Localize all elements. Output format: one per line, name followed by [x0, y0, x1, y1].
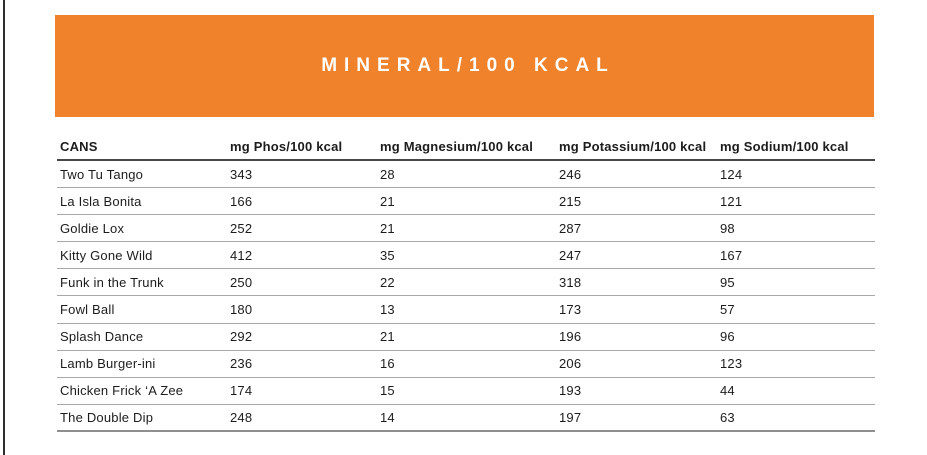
left-edge-rule	[3, 0, 5, 455]
magnesium-value-cell: 21	[380, 193, 395, 209]
column-header-cans: CANS	[60, 138, 98, 154]
table-header-row: CANS mg Phos/100 kcal mg Magnesium/100 k…	[57, 133, 875, 161]
table-row: Fowl Ball 180 13 173 57	[57, 296, 875, 324]
potassium-value-cell: 215	[559, 193, 582, 209]
potassium-value-cell: 287	[559, 220, 582, 236]
title-banner: MINERAL/100 KCAL	[55, 15, 874, 117]
magnesium-value-cell: 15	[380, 383, 395, 399]
potassium-value-cell: 173	[559, 302, 582, 318]
row-name-cell: La Isla Bonita	[60, 193, 142, 209]
phos-value-cell: 166	[230, 193, 253, 209]
potassium-value-cell: 206	[559, 356, 582, 372]
row-name-cell: Splash Dance	[60, 329, 144, 345]
magnesium-value-cell: 21	[380, 329, 395, 345]
row-name-cell: Two Tu Tango	[60, 166, 144, 182]
potassium-value-cell: 246	[559, 166, 582, 182]
sodium-value-cell: 121	[720, 193, 743, 209]
table-row: Splash Dance 292 21 196 96	[57, 324, 875, 351]
row-name-cell: Chicken Frick ‘A Zee	[60, 383, 184, 399]
phos-value-cell: 236	[230, 356, 253, 372]
phos-value-cell: 252	[230, 220, 253, 236]
phos-value-cell: 250	[230, 274, 253, 290]
sodium-value-cell: 57	[720, 302, 735, 318]
magnesium-value-cell: 35	[380, 247, 395, 263]
potassium-value-cell: 247	[559, 247, 582, 263]
magnesium-value-cell: 14	[380, 409, 395, 425]
row-name-cell: Fowl Ball	[60, 302, 115, 318]
table-row: Two Tu Tango 343 28 246 124	[57, 161, 875, 189]
sodium-value-cell: 124	[720, 166, 743, 182]
sodium-value-cell: 123	[720, 356, 743, 372]
phos-value-cell: 174	[230, 383, 253, 399]
column-header-sodium: mg Sodium/100 kcal	[720, 138, 849, 154]
column-header-phos: mg Phos/100 kcal	[230, 138, 343, 154]
row-name-cell: Funk in the Trunk	[60, 274, 164, 290]
magnesium-value-cell: 28	[380, 166, 395, 182]
page-title: MINERAL/100 KCAL	[321, 55, 615, 76]
potassium-value-cell: 318	[559, 274, 582, 290]
row-name-cell: The Double Dip	[60, 409, 154, 425]
row-name-cell: Goldie Lox	[60, 220, 125, 236]
sodium-value-cell: 63	[720, 409, 735, 425]
potassium-value-cell: 196	[559, 329, 582, 345]
sodium-value-cell: 167	[720, 247, 743, 263]
table-row: Chicken Frick ‘A Zee 174 15 193 44	[57, 378, 875, 405]
column-header-magnesium: mg Magnesium/100 kcal	[380, 138, 534, 154]
sodium-value-cell: 96	[720, 329, 735, 345]
mineral-table: CANS mg Phos/100 kcal mg Magnesium/100 k…	[57, 133, 875, 432]
sodium-value-cell: 44	[720, 383, 735, 399]
table-row: Funk in the Trunk 250 22 318 95	[57, 269, 875, 297]
phos-value-cell: 292	[230, 329, 253, 345]
table-row: Lamb Burger-ini 236 16 206 123	[57, 351, 875, 378]
sodium-value-cell: 98	[720, 220, 735, 236]
potassium-value-cell: 193	[559, 383, 582, 399]
sodium-value-cell: 95	[720, 274, 735, 290]
table-row: La Isla Bonita 166 21 215 121	[57, 188, 875, 216]
magnesium-value-cell: 21	[380, 220, 395, 236]
phos-value-cell: 343	[230, 166, 253, 182]
potassium-value-cell: 197	[559, 409, 582, 425]
phos-value-cell: 248	[230, 409, 253, 425]
table-row: Kitty Gone Wild 412 35 247 167	[57, 242, 875, 270]
magnesium-value-cell: 13	[380, 302, 395, 318]
row-name-cell: Kitty Gone Wild	[60, 247, 153, 263]
table-row: The Double Dip 248 14 197 63	[57, 405, 875, 432]
table-row: Goldie Lox 252 21 287 98	[57, 215, 875, 243]
magnesium-value-cell: 22	[380, 274, 395, 290]
phos-value-cell: 412	[230, 247, 253, 263]
phos-value-cell: 180	[230, 302, 253, 318]
row-name-cell: Lamb Burger-ini	[60, 356, 156, 372]
column-header-potassium: mg Potassium/100 kcal	[559, 138, 707, 154]
magnesium-value-cell: 16	[380, 356, 395, 372]
